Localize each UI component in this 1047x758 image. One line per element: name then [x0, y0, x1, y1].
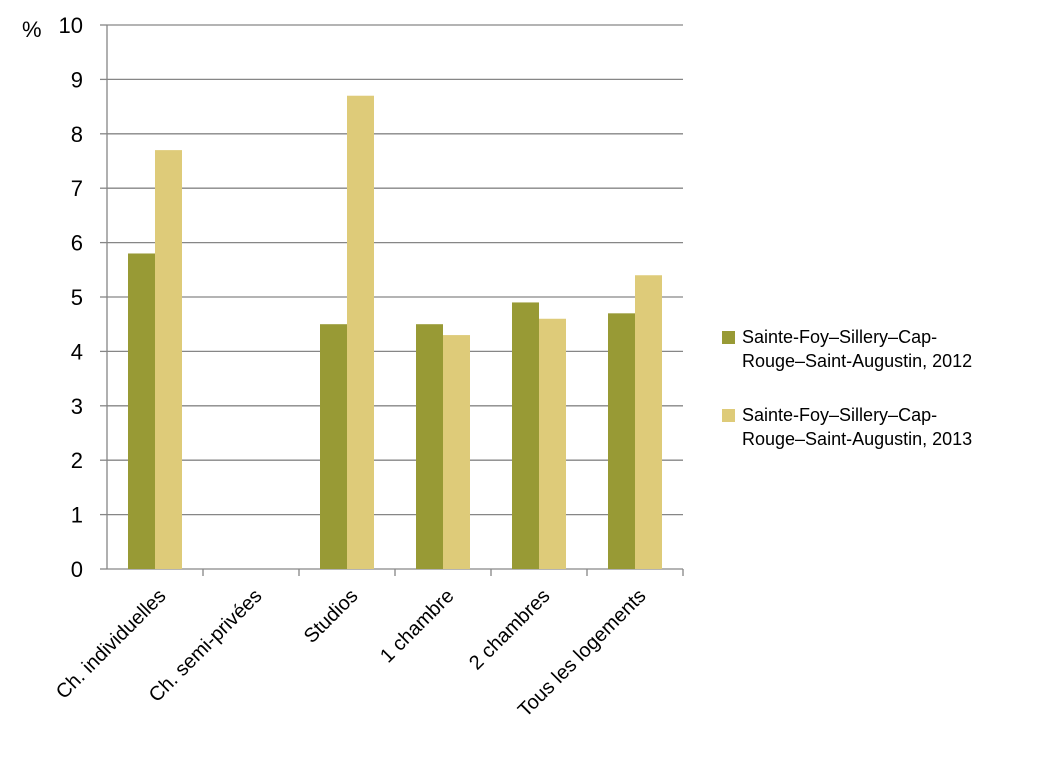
legend-label: Sainte-Foy–Sillery–Cap- [742, 327, 937, 347]
legend: Sainte-Foy–Sillery–Cap- Rouge–Saint-Augus… [722, 327, 972, 449]
x-category-label: 1 chambre [376, 585, 458, 667]
y-tick-label: 5 [71, 285, 83, 310]
bar-series-1 [416, 324, 443, 569]
bar-series-2 [155, 150, 182, 569]
axes [100, 24, 684, 576]
legend-label: Rouge–Saint-Augustin, 2013 [742, 429, 972, 449]
legend-swatch [722, 331, 735, 344]
y-axis-unit-label: % [22, 17, 42, 42]
bar-series-1 [608, 313, 635, 569]
bar-series-1 [320, 324, 347, 569]
bar-series-1 [128, 253, 155, 570]
y-tick-label: 7 [71, 176, 83, 201]
legend-label: Sainte-Foy–Sillery–Cap- [742, 405, 937, 425]
y-tick-label: 0 [71, 557, 83, 582]
legend-label: Rouge–Saint-Augustin, 2012 [742, 351, 972, 371]
bar-series-2 [635, 275, 662, 569]
bar-series-2 [347, 95, 374, 569]
y-tick-label: 4 [71, 339, 83, 364]
bar-series-2 [539, 318, 566, 569]
bar-series-1 [512, 302, 539, 569]
gridlines [107, 24, 683, 516]
y-tick-label: 8 [71, 122, 83, 147]
y-tick-label: 2 [71, 448, 83, 473]
y-tick-label: 10 [59, 13, 83, 38]
y-tick-label: 1 [71, 503, 83, 528]
y-tick-label: 3 [71, 394, 83, 419]
legend-swatch [722, 409, 735, 422]
x-category-label: Studios [300, 585, 363, 648]
bars [128, 95, 662, 570]
y-tick-label: 9 [71, 67, 83, 92]
bar-series-2 [443, 335, 470, 569]
y-tick-label: 6 [71, 231, 83, 256]
x-category-label: 2 chambres [465, 585, 554, 674]
